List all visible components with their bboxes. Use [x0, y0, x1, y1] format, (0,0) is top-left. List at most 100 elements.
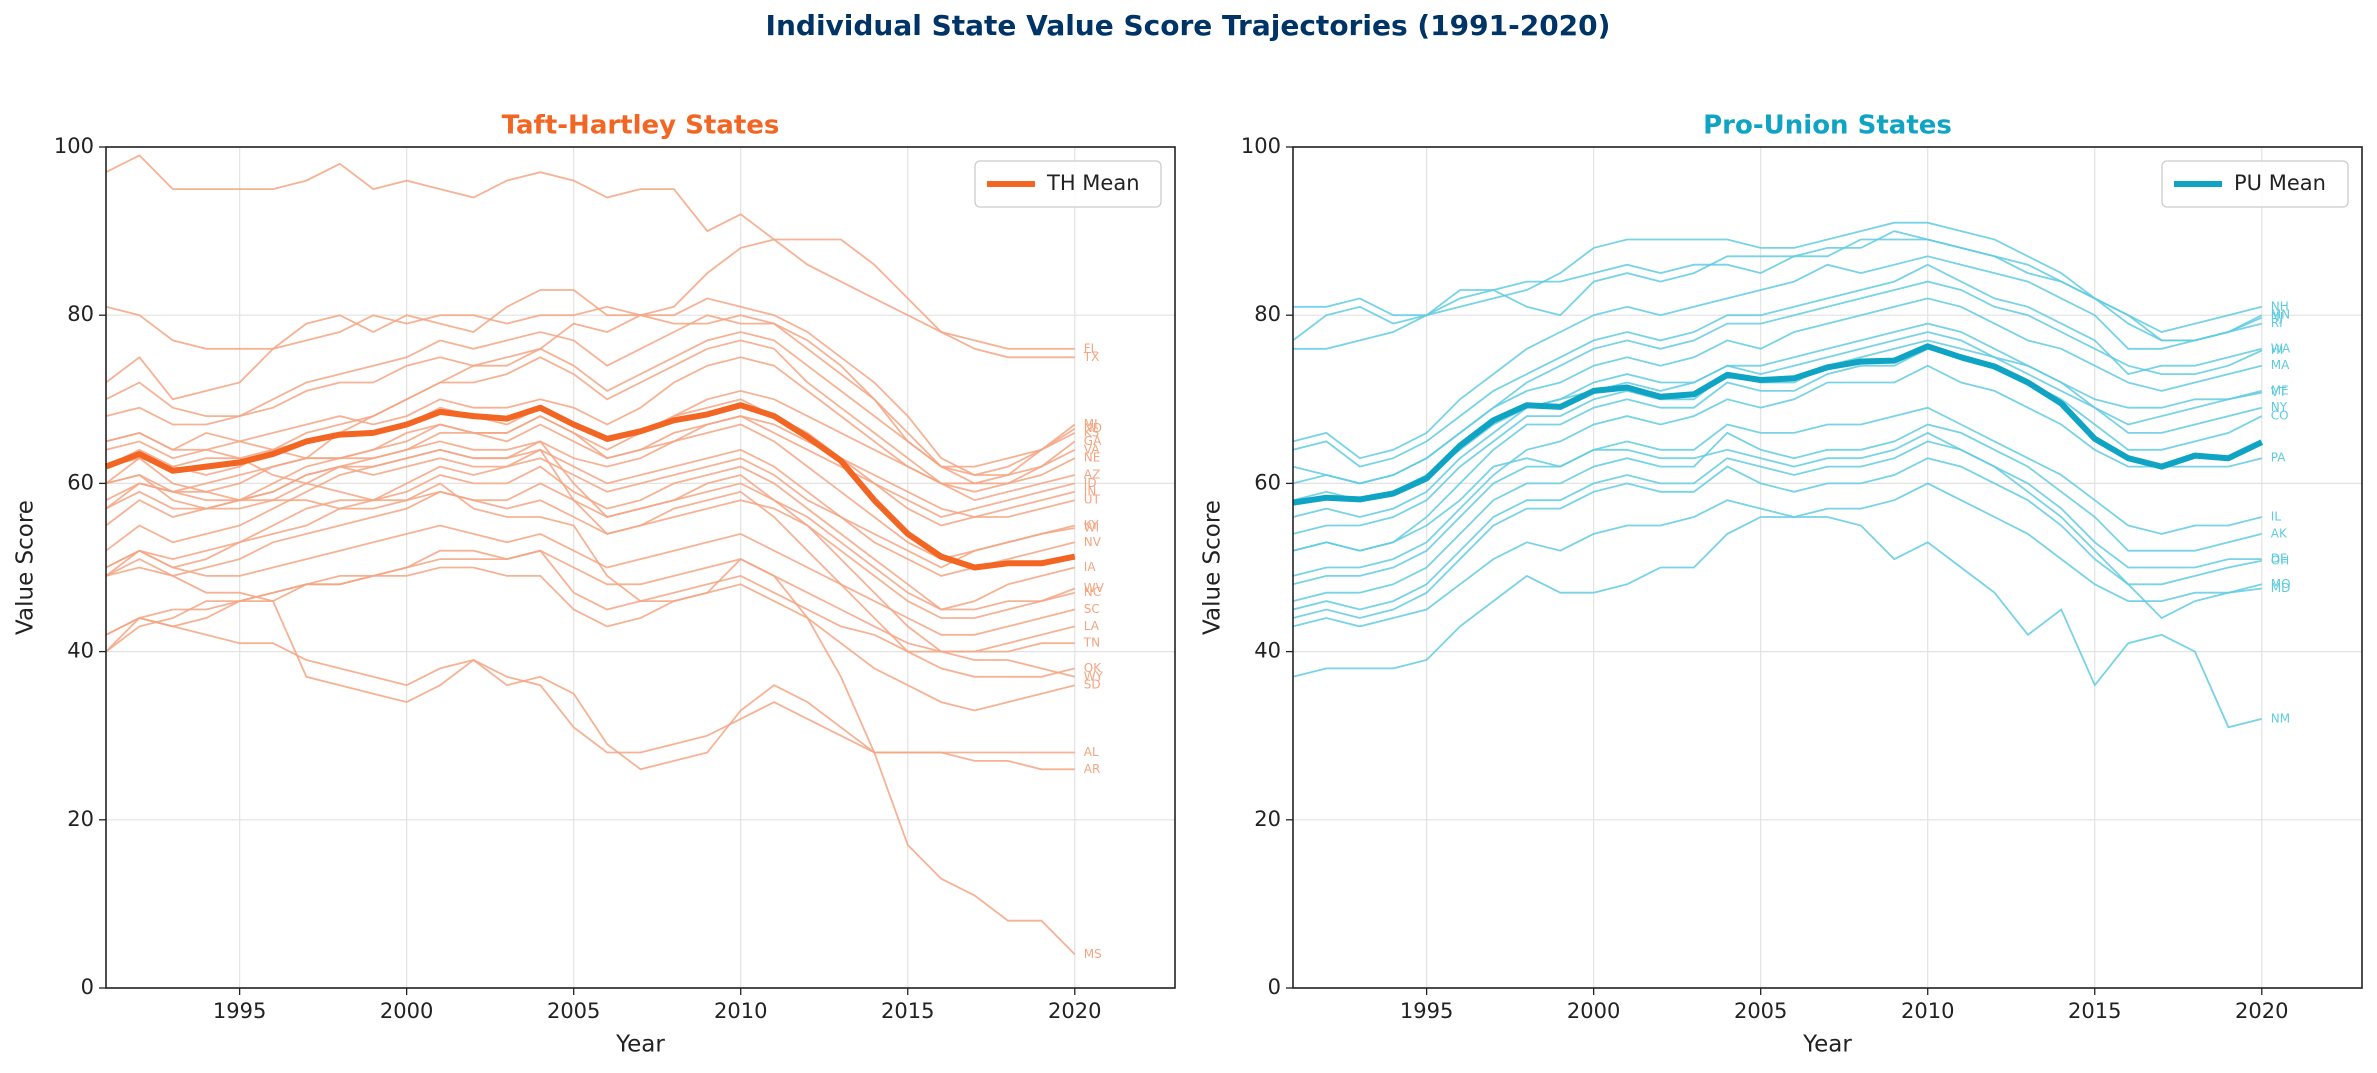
state-label: ND	[1084, 421, 1102, 435]
state-line	[105, 154, 1075, 350]
state-label: WY	[1084, 669, 1104, 683]
state-label: KY	[1084, 518, 1099, 532]
state-line	[1292, 431, 2262, 620]
state-label: CO	[2271, 409, 2289, 423]
y-tick-label: 80	[67, 302, 94, 326]
state-line	[105, 566, 1076, 712]
x-tick-label: 1995	[1400, 999, 1453, 1023]
x-tick-label: 2015	[2068, 999, 2121, 1023]
state-label: MN	[2271, 308, 2290, 322]
state-line	[1293, 238, 2263, 342]
state-line	[105, 238, 1075, 359]
y-tick-label: 100	[54, 134, 94, 158]
state-label: GA	[1084, 434, 1102, 448]
state-label: FL	[1084, 341, 1098, 355]
state-line	[105, 482, 1076, 611]
state-line	[1292, 364, 2263, 577]
state-line	[105, 297, 1076, 476]
state-label: IN	[1084, 484, 1097, 498]
x-tick-label: 2020	[2235, 999, 2288, 1023]
state-label: KS	[1084, 425, 1100, 439]
state-line	[105, 339, 1076, 493]
y-tick-label: 20	[67, 807, 94, 831]
x-axis-label: Year	[1802, 1032, 1852, 1058]
subplot-title: Pro-Union States	[1703, 111, 1952, 141]
state-label: NY	[2271, 400, 2288, 414]
figure-title: Individual State Value Score Trajectorie…	[766, 9, 1611, 42]
state-line	[1293, 221, 2263, 350]
state-label: NC	[1084, 585, 1101, 599]
y-tick-label: 60	[67, 470, 94, 494]
state-label: IA	[1084, 560, 1097, 574]
state-line	[1292, 406, 2263, 586]
state-label: AL	[1084, 745, 1099, 759]
state-line	[105, 415, 1076, 552]
state-label: RI	[2271, 316, 2283, 330]
state-label: VA	[1084, 442, 1100, 456]
y-tick-label: 0	[81, 975, 94, 999]
state-line	[1292, 423, 2263, 602]
x-tick-label: 2020	[1048, 999, 1101, 1023]
state-line	[105, 415, 1076, 527]
subplot: 0 20 40 60 80 100 1995 2000 2005 2010 2015 2020 NHMN…	[1200, 111, 2363, 1058]
state-label: MI	[1084, 417, 1098, 431]
state-label: IL	[2271, 510, 2282, 524]
x-tick-label: 1995	[213, 999, 266, 1023]
y-tick-label: 100	[1241, 134, 1281, 158]
state-line	[105, 524, 1076, 636]
state-line	[1292, 347, 2263, 552]
state-label: ME	[2271, 383, 2289, 397]
state-label: DE	[2271, 552, 2288, 566]
state-label: LA	[1084, 619, 1100, 633]
state-label: UT	[1084, 493, 1101, 507]
state-line	[1292, 331, 2262, 518]
state-label: AZ	[1084, 467, 1100, 481]
mean-line	[1292, 343, 2264, 506]
state-line	[1292, 322, 2263, 502]
state-label: NV	[1084, 535, 1102, 549]
state-label: AK	[2271, 526, 2288, 540]
subplot-title: Taft-Hartley States	[502, 111, 780, 141]
y-tick-label: 20	[1254, 807, 1281, 831]
state-label: WA	[2271, 341, 2291, 355]
x-tick-label: 2000	[380, 999, 433, 1023]
axes-frame	[1292, 146, 2363, 989]
state-line	[105, 566, 1075, 771]
state-line	[1292, 440, 2262, 611]
x-tick-label: 2005	[1734, 999, 1787, 1023]
state-label: TX	[1083, 350, 1100, 364]
state-label: MA	[2271, 358, 2290, 372]
x-tick-label: 2010	[714, 999, 767, 1023]
y-tick-label: 80	[1254, 302, 1281, 326]
state-label: NM	[2271, 711, 2290, 725]
state-label: VT	[2271, 385, 2287, 399]
x-tick-label: 2005	[547, 999, 600, 1023]
state-label: HI	[2271, 343, 2284, 357]
x-axis-label: Year	[615, 1032, 665, 1058]
state-label: NJ	[2271, 310, 2284, 324]
state-line	[105, 415, 1075, 561]
y-axis-label: Value Score	[13, 500, 39, 635]
state-label: MS	[1084, 947, 1102, 961]
state-line	[105, 440, 1076, 678]
legend-box	[974, 160, 1162, 208]
state-line	[1292, 516, 2263, 729]
subplot: 0 20 40 60 80 100 1995 2000 2005 2010 2015 2020 FLTX…	[13, 111, 1176, 1058]
mean-line	[104, 402, 1076, 571]
legend-box	[2161, 160, 2349, 208]
x-tick-label: 2015	[881, 999, 934, 1023]
state-label: MD	[2271, 581, 2291, 595]
state-line	[105, 617, 1075, 754]
state-line	[1292, 457, 2262, 619]
state-line	[105, 431, 1076, 956]
state-label: OK	[1084, 661, 1102, 675]
y-tick-label: 60	[1254, 470, 1281, 494]
state-label: TN	[1083, 636, 1100, 650]
y-axis-label: Value Score	[1200, 500, 1226, 635]
state-label: WI	[1084, 520, 1099, 534]
axes-frame	[105, 146, 1176, 989]
state-label: NH	[2271, 299, 2289, 313]
state-line	[105, 457, 1076, 619]
